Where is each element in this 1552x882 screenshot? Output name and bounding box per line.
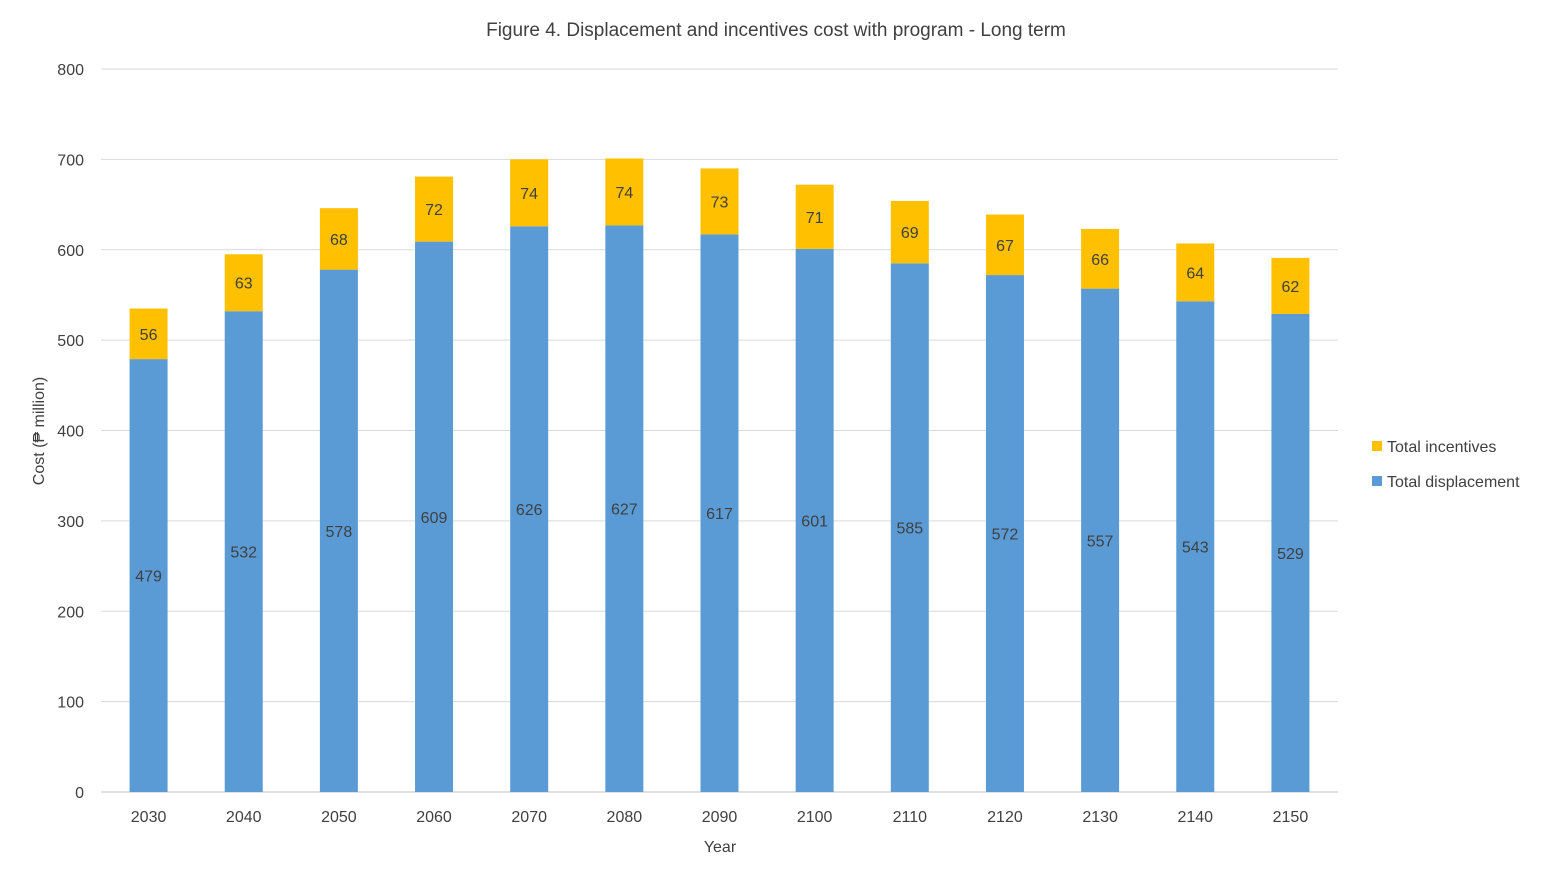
bar-total-displacement [1176,301,1215,792]
x-tick-label: 2060 [416,809,452,826]
data-label-total-displacement: 479 [135,569,162,586]
x-tick-label: 2030 [131,809,167,826]
x-tick-label: 2140 [1177,809,1213,826]
legend-swatch-total-displacement [1372,476,1382,486]
x-tick-label: 2120 [987,809,1023,826]
bar-total-incentives [700,168,739,235]
data-label-total-displacement: 609 [421,510,448,527]
data-label-total-incentives: 62 [1282,279,1300,296]
bar-total-displacement [319,269,358,792]
bar-total-incentives [1176,243,1215,302]
x-tick-label: 2100 [797,809,833,826]
data-label-total-incentives: 68 [330,232,348,249]
bar-total-displacement [415,241,454,792]
bar-total-displacement [605,225,644,792]
data-label-total-incentives: 56 [140,327,158,344]
data-label-total-incentives: 72 [425,202,443,219]
x-tick-label: 2110 [893,809,928,826]
bar-total-incentives [319,208,358,270]
bar-total-incentives [605,158,644,226]
data-label-total-displacement: 627 [611,502,638,519]
data-label-total-displacement: 543 [1182,540,1209,557]
data-label-total-displacement: 557 [1087,533,1114,550]
x-axis-title: Year [704,839,737,856]
bar-total-displacement [700,234,739,793]
y-tick-label: 400 [57,424,84,441]
data-label-total-incentives: 64 [1186,265,1204,282]
bar-total-displacement [510,226,549,792]
x-tick-label: 2090 [702,809,738,826]
data-label-total-displacement: 617 [706,506,733,523]
x-tick-label: 2040 [226,809,262,826]
data-label-total-incentives: 74 [520,186,538,203]
y-tick-label: 100 [57,695,84,712]
y-axis-ticks: 0 100 200 300 400 500 600 700 800 [57,62,84,802]
data-label-total-displacement: 626 [516,502,543,519]
bar-total-incentives [1081,228,1120,289]
x-axis-ticks: 2030 2040 2050 2060 2070 2080 2090 2100 2110 2120… [131,809,1309,826]
legend-label-total-incentives: Total incentives [1387,439,1496,456]
x-tick-label: 2080 [607,809,643,826]
legend: Total incentives Total displacement [1372,439,1520,491]
data-label-total-displacement: 532 [230,545,257,562]
y-axis-title: Cost (₱ million) [31,377,48,485]
bar-total-incentives [129,308,168,360]
bar-total-incentives [890,200,929,264]
data-label-total-displacement: 578 [326,524,353,541]
data-label-total-incentives: 66 [1091,252,1109,269]
data-label-total-displacement: 601 [801,513,828,530]
y-tick-label: 500 [57,333,84,350]
bar-total-displacement [129,359,168,792]
data-label-total-incentives: 69 [901,225,919,242]
bar-total-displacement [224,311,263,792]
x-tick-label: 2130 [1082,809,1118,826]
data-label-total-incentives: 73 [711,194,729,211]
y-tick-label: 700 [57,152,84,169]
bars: 479 56 532 63 578 68 609 72 626 74 627 74 617 73 601 71… [129,158,1310,793]
data-label-total-incentives: 74 [615,185,633,202]
bar-total-incentives [1271,257,1310,314]
y-tick-label: 0 [75,785,84,802]
data-label-total-incentives: 71 [806,210,824,227]
bar-total-displacement [1271,313,1310,792]
bar-total-incentives [224,254,263,312]
data-label-total-displacement: 572 [992,527,1019,544]
bar-total-displacement [795,248,834,792]
data-label-total-displacement: 529 [1277,546,1304,563]
data-label-total-displacement: 585 [896,521,923,538]
chart-title: Figure 4. Displacement and incentives co… [486,20,1066,41]
x-tick-label: 2050 [321,809,357,826]
x-tick-label: 2070 [511,809,547,826]
bar-total-incentives [510,159,549,227]
bar-total-displacement [985,275,1024,792]
y-tick-label: 800 [57,62,84,79]
legend-swatch-total-incentives [1372,441,1382,451]
bar-total-incentives [795,184,834,249]
bar-total-displacement [1081,288,1120,792]
y-tick-label: 200 [57,604,84,621]
data-label-total-incentives: 63 [235,276,253,293]
bar-total-incentives [415,176,454,242]
bar-total-incentives [985,214,1024,276]
legend-label-total-displacement: Total displacement [1387,474,1520,491]
y-tick-label: 600 [57,243,84,260]
x-tick-label: 2150 [1273,809,1309,826]
y-tick-label: 300 [57,514,84,531]
data-label-total-incentives: 67 [996,238,1014,255]
bar-total-displacement [890,263,929,792]
